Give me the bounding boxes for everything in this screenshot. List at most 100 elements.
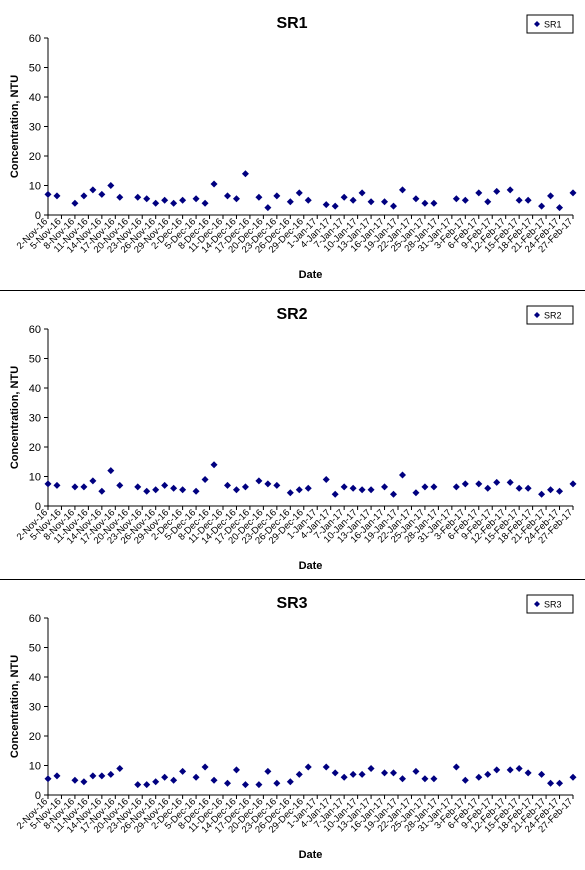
data-point — [210, 461, 218, 469]
data-point — [412, 489, 420, 497]
data-point — [398, 186, 406, 194]
y-tick-label: 10 — [29, 181, 41, 193]
y-axis-label: Concentration, NTU — [9, 655, 21, 758]
data-point — [152, 778, 160, 786]
data-point — [381, 483, 389, 491]
data-point — [143, 195, 151, 203]
data-point — [556, 204, 564, 212]
y-tick-label: 60 — [29, 33, 41, 45]
data-point — [80, 483, 88, 491]
data-point — [493, 478, 501, 486]
data-point — [107, 182, 115, 189]
data-point — [493, 766, 501, 774]
data-point — [273, 481, 281, 489]
data-point — [286, 778, 294, 786]
data-point — [398, 471, 406, 479]
data-point — [273, 779, 281, 787]
legend-box — [526, 14, 574, 34]
data-point — [322, 763, 330, 771]
y-axis-label: Concentration, NTU — [9, 75, 21, 178]
y-axis-label: Concentration, NTU — [9, 366, 21, 469]
data-point — [484, 770, 492, 778]
data-point — [264, 204, 272, 212]
data-point — [201, 475, 209, 483]
data-point — [116, 481, 124, 489]
data-point — [506, 766, 514, 774]
data-point — [515, 196, 523, 204]
data-point — [71, 199, 79, 207]
chart-title: SR3 — [276, 595, 307, 612]
data-point — [547, 486, 555, 494]
x-axis-label: Date — [299, 560, 323, 572]
data-point — [295, 486, 303, 494]
data-point — [461, 196, 469, 204]
data-point — [98, 190, 106, 198]
data-point — [367, 198, 375, 206]
data-point — [201, 763, 209, 771]
y-tick-label: 10 — [29, 472, 41, 484]
legend-marker — [534, 312, 540, 318]
legend-box — [526, 594, 574, 614]
data-point — [358, 770, 366, 778]
chart-title: SR1 — [276, 15, 307, 32]
data-point — [179, 767, 187, 775]
data-point — [390, 202, 398, 210]
y-tick-label: 60 — [29, 324, 41, 336]
data-point — [475, 773, 483, 781]
data-point — [367, 764, 375, 772]
legend-label: SR3 — [544, 600, 562, 610]
data-point — [116, 193, 124, 201]
data-point — [44, 190, 52, 198]
data-point — [430, 199, 438, 207]
data-point — [53, 772, 61, 780]
data-point — [223, 192, 231, 200]
legend-marker — [534, 21, 540, 27]
data-point — [53, 192, 61, 200]
data-point — [264, 480, 272, 488]
data-point — [80, 778, 88, 786]
data-point — [515, 484, 523, 492]
chart-title: SR2 — [276, 306, 307, 323]
data-point — [223, 481, 231, 489]
data-point — [452, 195, 460, 203]
data-point — [547, 192, 555, 200]
legend-marker — [534, 601, 540, 607]
data-point — [304, 484, 312, 492]
data-point — [421, 199, 429, 207]
data-point — [322, 201, 330, 209]
chart-panel-sr3: SR3 Concentration, NTU Date 0 10 20 30 40 50 60 2-… — [0, 580, 585, 870]
data-point — [367, 486, 375, 494]
data-point — [538, 770, 546, 778]
data-point — [179, 486, 187, 494]
data-point — [506, 478, 514, 486]
data-point — [210, 180, 218, 188]
y-tick-label: 20 — [29, 442, 41, 454]
y-tick-label: 30 — [29, 122, 41, 134]
data-point — [390, 769, 398, 777]
y-tick-label: 50 — [29, 354, 41, 366]
data-point — [152, 199, 160, 207]
data-point — [295, 189, 303, 197]
data-point — [340, 773, 348, 781]
data-point — [304, 763, 312, 771]
data-point — [170, 776, 178, 784]
legend-label: SR1 — [544, 20, 562, 30]
data-point — [331, 769, 339, 777]
panel-divider — [0, 579, 585, 580]
data-point — [331, 202, 339, 210]
data-point — [358, 486, 366, 494]
panel-divider — [0, 290, 585, 291]
data-point — [143, 487, 151, 495]
data-point — [381, 769, 389, 777]
data-point — [547, 779, 555, 787]
data-point — [71, 483, 79, 491]
y-tick-label: 30 — [29, 413, 41, 425]
data-point — [143, 781, 151, 789]
data-point — [107, 467, 115, 475]
data-point — [381, 198, 389, 206]
legend: SR1 — [526, 14, 574, 34]
data-point — [286, 489, 294, 497]
data-point — [304, 196, 312, 204]
